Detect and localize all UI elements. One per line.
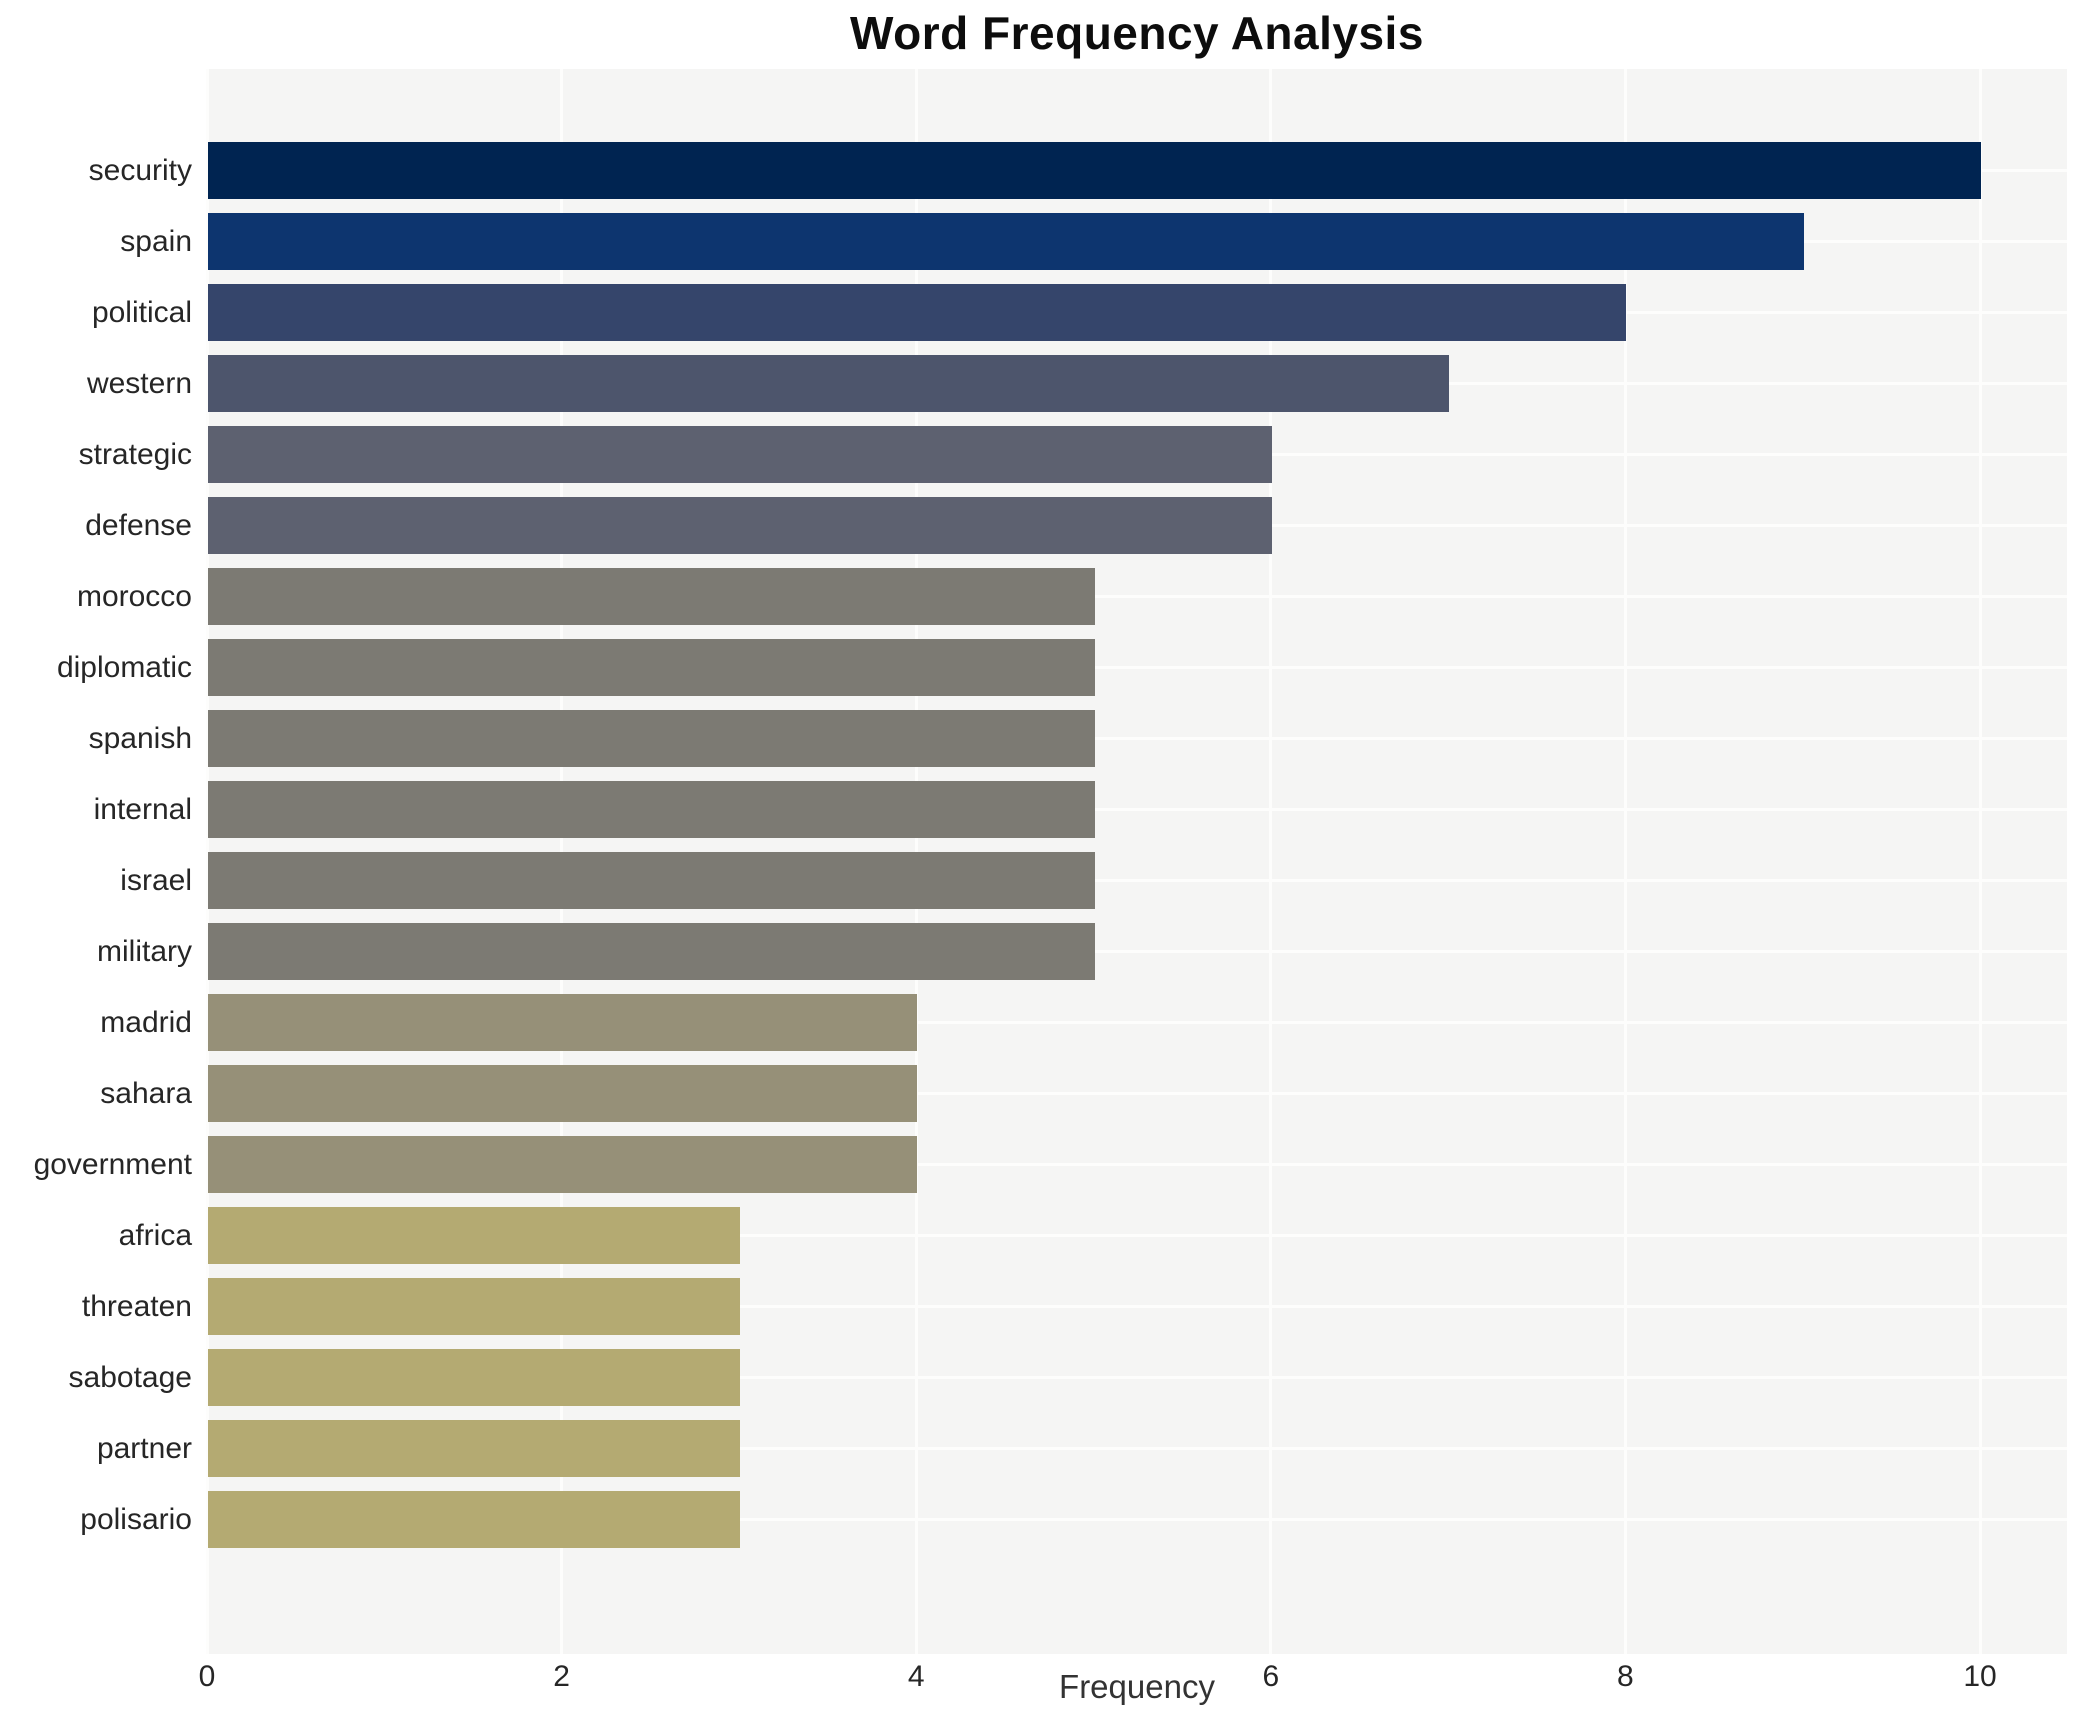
bar-africa — [208, 1206, 740, 1264]
category-label-strategic: strategic — [78, 437, 192, 471]
bar-madrid — [208, 993, 918, 1051]
bar-sabotage — [208, 1348, 740, 1406]
category-label-diplomatic: diplomatic — [56, 650, 192, 684]
category-label-government: government — [33, 1147, 192, 1181]
horizontal-gridline-spanish — [207, 736, 2067, 740]
bar-threaten — [208, 1277, 740, 1335]
vertical-gridline-10 — [1978, 69, 1982, 1654]
horizontal-gridline-sahara — [207, 1091, 2067, 1095]
horizontal-gridline-internal — [207, 807, 2067, 811]
horizontal-gridline-military — [207, 949, 2067, 953]
bar-row-government: government — [0, 1129, 2085, 1200]
bar-row-spain: spain — [0, 206, 2085, 277]
bar-row-partner: partner — [0, 1413, 2085, 1484]
horizontal-gridline-morocco — [207, 594, 2067, 598]
bar-government — [208, 1135, 918, 1193]
bar-row-sabotage: sabotage — [0, 1342, 2085, 1413]
category-label-western: western — [86, 366, 192, 400]
category-label-internal: internal — [93, 792, 192, 826]
vertical-gridline-8 — [1623, 69, 1627, 1654]
category-label-partner: partner — [96, 1431, 192, 1465]
bar-sahara — [208, 1064, 918, 1122]
category-label-africa: africa — [118, 1218, 192, 1252]
bar-strategic — [208, 425, 1272, 483]
category-label-defense: defense — [85, 508, 192, 542]
bar-row-strategic: strategic — [0, 419, 2085, 490]
bar-row-madrid: madrid — [0, 987, 2085, 1058]
category-label-political: political — [91, 295, 192, 329]
category-label-spanish: spanish — [88, 721, 192, 755]
bar-military — [208, 922, 1095, 980]
x-tick-label-8: 8 — [1617, 1660, 1634, 1693]
category-label-military: military — [97, 934, 192, 968]
bar-row-sahara: sahara — [0, 1058, 2085, 1129]
horizontal-gridline-diplomatic — [207, 665, 2067, 669]
x-tick-label-6: 6 — [1262, 1660, 1280, 1693]
bar-row-morocco: morocco — [0, 561, 2085, 632]
chart-title: Word Frequency Analysis — [850, 7, 1424, 59]
category-label-sahara: sahara — [100, 1076, 192, 1110]
vertical-gridline-6 — [1269, 69, 1273, 1654]
bar-polisario — [208, 1490, 740, 1548]
bar-row-military: military — [0, 916, 2085, 987]
horizontal-gridline-partner — [207, 1446, 2067, 1450]
bar-row-diplomatic: diplomatic — [0, 632, 2085, 703]
bar-row-spanish: spanish — [0, 703, 2085, 774]
x-tick-label-4: 4 — [907, 1660, 925, 1693]
bar-row-polisario: polisario — [0, 1484, 2085, 1555]
horizontal-gridline-madrid — [207, 1020, 2067, 1024]
horizontal-gridline-sabotage — [207, 1375, 2067, 1379]
bar-row-security: security — [0, 135, 2085, 206]
bar-row-threaten: threaten — [0, 1271, 2085, 1342]
category-label-security: security — [88, 153, 192, 187]
bar-spanish — [208, 709, 1095, 767]
horizontal-gridline-threaten — [207, 1304, 2067, 1308]
category-label-polisario: polisario — [80, 1502, 192, 1536]
category-label-israel: israel — [120, 863, 192, 897]
category-label-spain: spain — [120, 224, 192, 258]
bar-spain — [208, 212, 1804, 270]
bar-israel — [208, 851, 1095, 909]
vertical-gridline-0 — [205, 69, 209, 1654]
horizontal-gridline-africa — [207, 1233, 2067, 1237]
x-axis-title: Frequency — [1059, 1668, 1215, 1705]
bar-row-internal: internal — [0, 774, 2085, 845]
bar-row-israel: israel — [0, 845, 2085, 916]
category-label-threaten: threaten — [81, 1289, 192, 1323]
bar-row-africa: africa — [0, 1200, 2085, 1271]
x-tick-label-10: 10 — [1963, 1660, 1997, 1693]
bar-row-defense: defense — [0, 490, 2085, 561]
horizontal-gridline-israel — [207, 878, 2067, 882]
horizontal-gridline-polisario — [207, 1517, 2067, 1521]
bar-defense — [208, 496, 1272, 554]
horizontal-gridline-government — [207, 1162, 2067, 1166]
category-label-morocco: morocco — [76, 579, 192, 613]
bar-security — [208, 141, 1981, 199]
bar-row-political: political — [0, 277, 2085, 348]
bar-partner — [208, 1419, 740, 1477]
x-tick-label-2: 2 — [553, 1660, 570, 1693]
category-label-madrid: madrid — [100, 1005, 192, 1039]
bar-diplomatic — [208, 638, 1095, 696]
bar-morocco — [208, 567, 1095, 625]
bar-internal — [208, 780, 1095, 838]
x-tick-label-0: 0 — [198, 1660, 216, 1693]
bar-political — [208, 283, 1627, 341]
category-label-sabotage: sabotage — [68, 1360, 192, 1394]
bar-western — [208, 354, 1450, 412]
bar-row-western: western — [0, 348, 2085, 419]
